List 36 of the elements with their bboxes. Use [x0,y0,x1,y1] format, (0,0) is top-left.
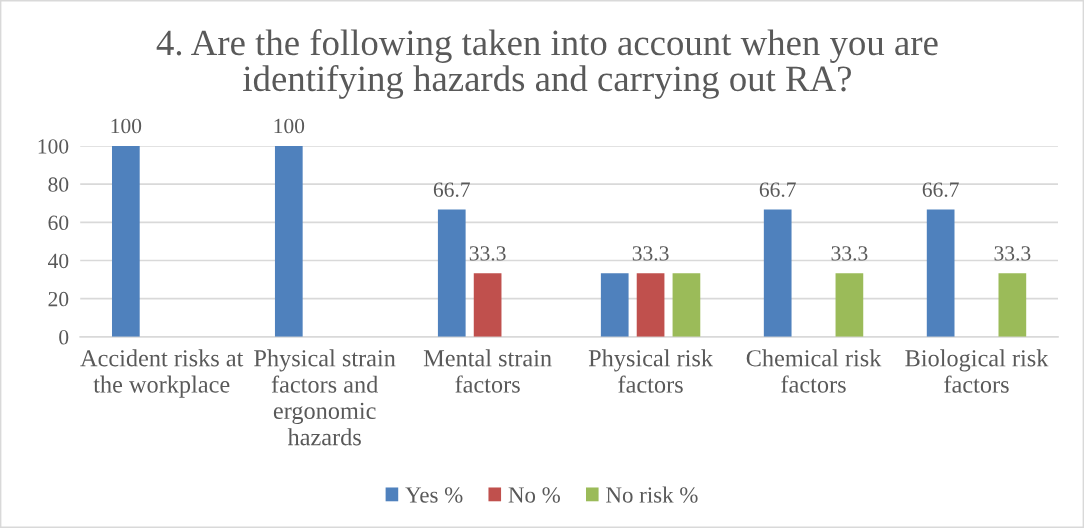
y-tick-label: 80 [48,177,69,192]
y-tick-label: 60 [48,215,69,231]
x-tick-label: Accident risks at the workplace [80,349,244,398]
x-tick-label: Biological risk factors [905,349,1049,393]
legend-label: Yes % [405,487,463,503]
data-label: 33.3 [994,246,1031,261]
bar [600,273,629,337]
y-tick-label: 100 [38,139,69,154]
bar [111,145,140,337]
x-tick-label: Chemical risk factors [746,349,882,393]
bar [835,273,864,337]
x-tick-label: Mental strain factors [423,349,552,393]
x-tick-label: Physical risk factors [588,349,714,393]
data-label: 33.3 [831,246,868,261]
y-tick-label: 0 [59,330,69,345]
bar [437,209,466,337]
bar [672,273,701,337]
bar [274,145,303,337]
data-label: 66.7 [433,182,470,197]
legend-label: No % [508,487,560,503]
data-label: 100 [111,118,142,134]
bar [998,273,1027,337]
bar [473,273,502,337]
x-tick-label: Physical strain factors and ergonomic hazards [254,349,396,446]
data-label: 33.3 [632,246,669,261]
data-label: 100 [274,118,305,134]
legend-label: No risk % [606,486,698,503]
chart-title: 4. Are the following taken into account when you are identifying hazards and carrying out RA? [156,29,938,99]
data-label: 66.7 [759,182,796,197]
data-label: 66.7 [922,182,959,197]
y-tick-label: 20 [48,291,69,307]
bar [926,209,955,337]
y-tick-label: 40 [48,253,69,269]
bar [636,273,665,337]
bar [763,209,792,337]
data-label: 33.3 [469,246,506,261]
